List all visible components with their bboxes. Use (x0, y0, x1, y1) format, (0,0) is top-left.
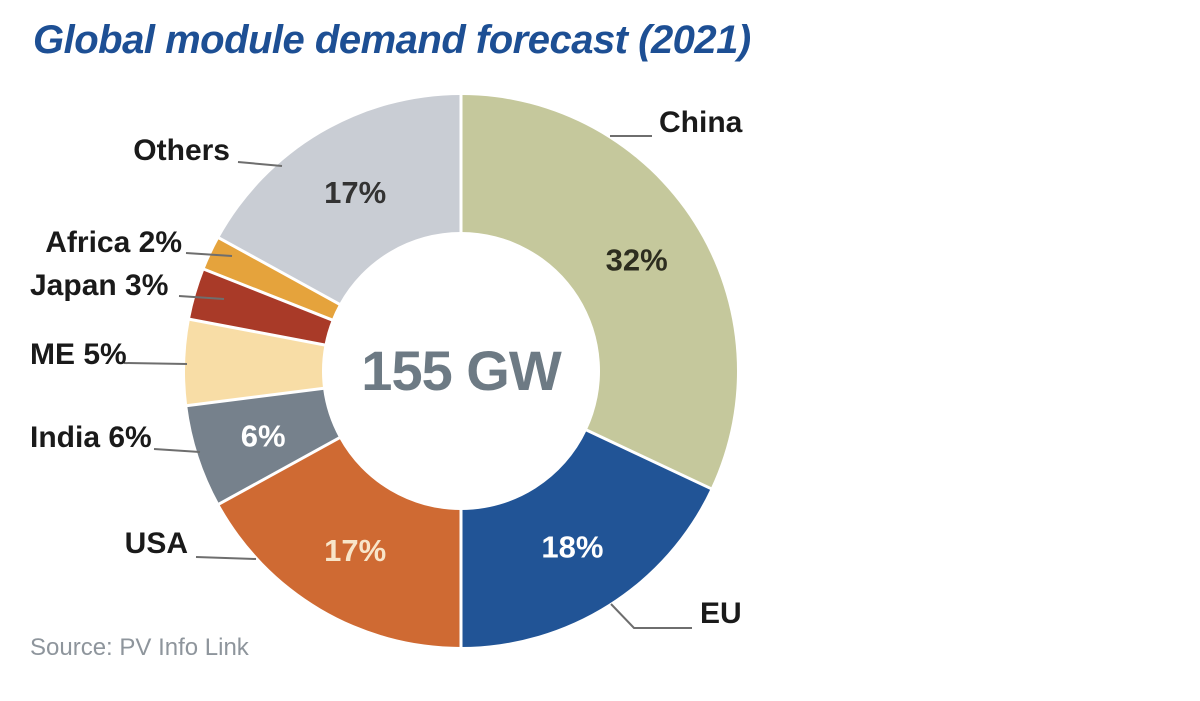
pct-label-others: 17% (324, 175, 386, 210)
pct-label-china: 32% (606, 243, 668, 278)
source-credit: Source: PV Info Link (30, 634, 249, 661)
slice-china (461, 95, 737, 489)
label-usa: USA (124, 527, 188, 560)
label-africa: Africa 2% (45, 226, 182, 259)
slice-separator (185, 386, 325, 408)
center-total-label: 155 GW (361, 339, 561, 402)
leader-line-me (123, 362, 188, 365)
pct-label-eu: 18% (541, 530, 603, 565)
pct-label-usa: 17% (324, 533, 386, 568)
leader-line-india (153, 448, 201, 453)
slice-india (187, 388, 340, 504)
label-eu: EU (700, 597, 742, 630)
pct-label-india: 6% (241, 418, 286, 453)
slice-usa (219, 437, 461, 647)
leader-line-africa (185, 252, 233, 257)
slice-separator (188, 317, 326, 347)
leader-line-others (237, 161, 283, 167)
leader-line-japan (178, 295, 225, 300)
leader-line-usa (195, 556, 257, 560)
slice-africa (204, 238, 340, 320)
slice-eu (461, 430, 711, 647)
slice-me (185, 319, 325, 406)
donut-slices: 32% 18% 17% 6% 17% (185, 94, 737, 648)
slice-separator (202, 267, 334, 322)
label-others: Others (133, 134, 230, 167)
label-japan: Japan 3% (30, 269, 169, 302)
slice-separator (217, 236, 341, 306)
leader-line-eu (610, 603, 692, 629)
slice-japan (189, 269, 332, 345)
slice-others (219, 95, 461, 305)
label-india: India 6% (30, 421, 152, 454)
label-china: China (659, 106, 743, 139)
slice-separator (585, 428, 713, 491)
slice-separator (217, 436, 341, 506)
chart-title: Global module demand forecast (2021) (33, 18, 751, 62)
label-me: ME 5% (30, 338, 127, 371)
